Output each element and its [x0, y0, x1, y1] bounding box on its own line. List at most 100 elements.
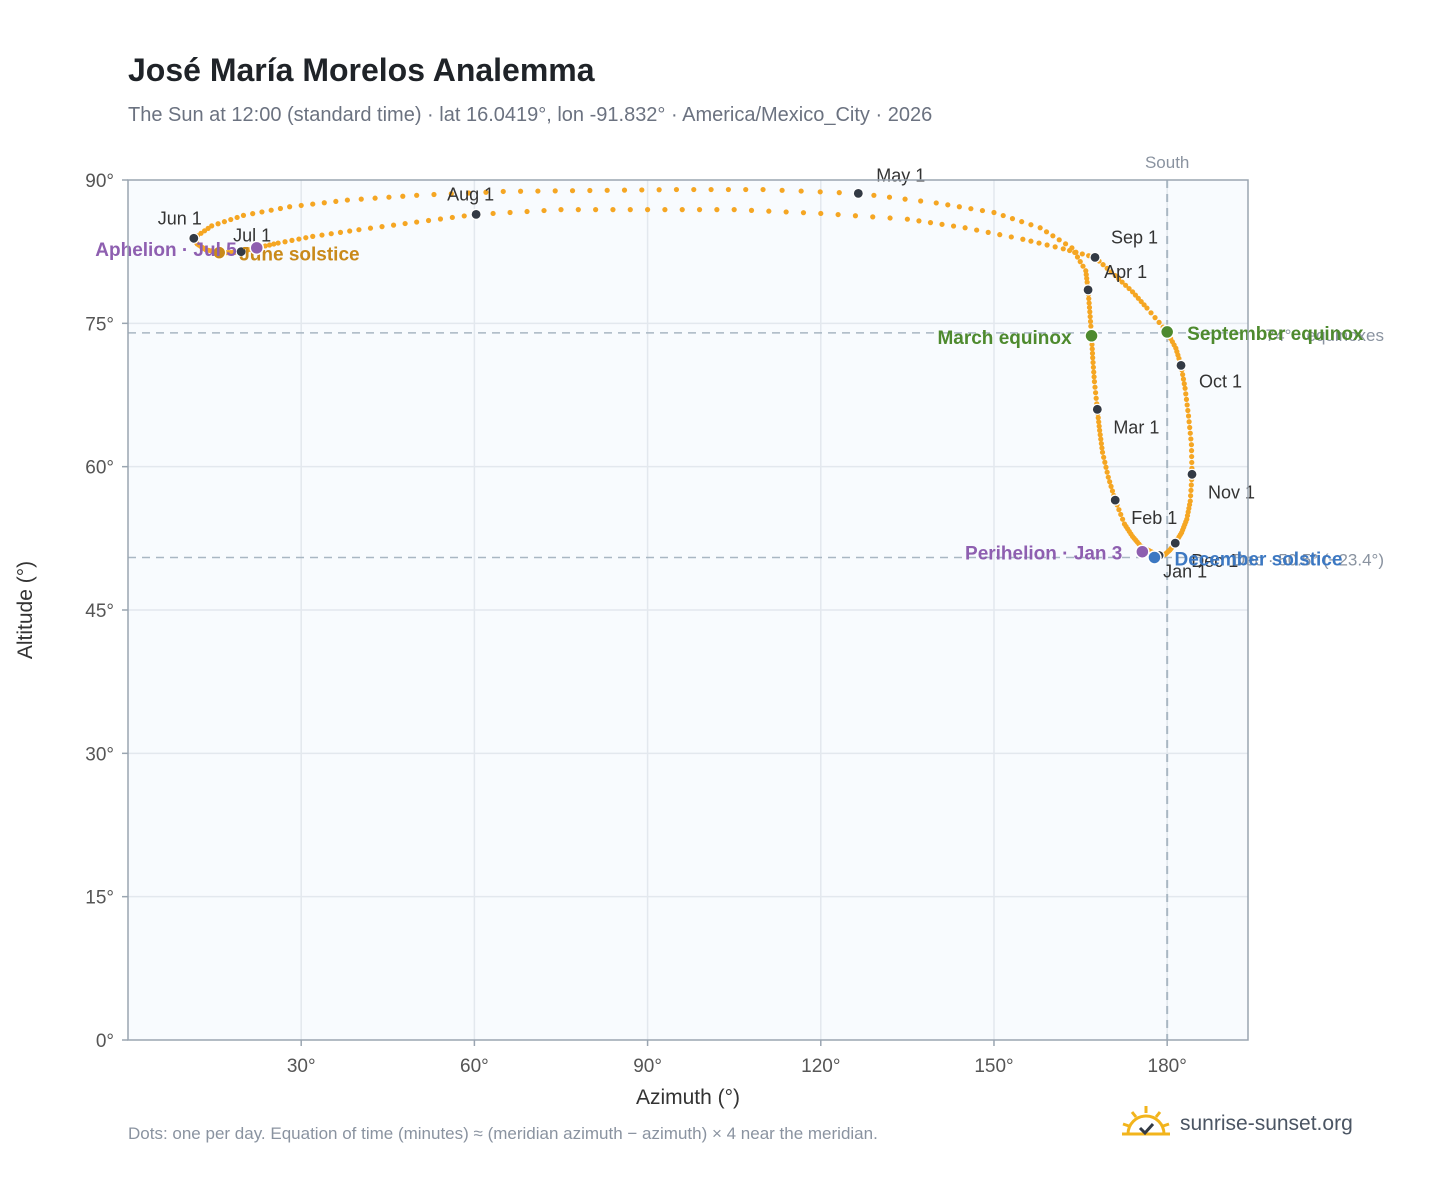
- daily-dot: [673, 186, 680, 193]
- event-marker: [1084, 328, 1099, 344]
- daily-dot: [1092, 384, 1098, 390]
- daily-dot: [1087, 318, 1094, 325]
- daily-dot: [902, 196, 908, 202]
- daily-dot: [1092, 390, 1099, 396]
- daily-dot: [1152, 315, 1158, 321]
- daily-dot: [1100, 262, 1106, 268]
- chart-subtitle: The Sun at 12:00 (standard time) · lat 1…: [128, 104, 933, 126]
- daily-dot: [266, 242, 273, 248]
- month-marker: [1089, 251, 1101, 263]
- month-markers: Jan 1 Feb 1 Mar 1 Apr 1 May 1 Jun 1 Jul 1 Aug 1…: [158, 165, 1255, 581]
- daily-dot: [500, 188, 506, 195]
- event-marker: [1159, 324, 1175, 340]
- daily-dot: [887, 215, 893, 221]
- daily-dot: [852, 213, 859, 219]
- daily-dot: [1089, 346, 1095, 352]
- daily-dot: [918, 198, 924, 204]
- reference-lines: South 74° · equinoxes Dec · 50.5° (−23.4°): [128, 153, 1384, 1040]
- daily-dot: [974, 227, 980, 233]
- equinox-altitude-label: 74° · equinoxes: [1266, 326, 1384, 345]
- daily-dot: [372, 195, 378, 201]
- daily-dot: [1121, 521, 1128, 527]
- daily-dot: [1102, 459, 1108, 465]
- daily-dot: [1108, 269, 1114, 275]
- month-marker: [852, 187, 864, 199]
- daily-dot: [1083, 272, 1089, 278]
- daily-dot: [448, 191, 454, 197]
- daily-dot: [1119, 279, 1125, 285]
- brand-logo[interactable]: sunrise-sunset.org: [1120, 1104, 1353, 1144]
- y-axis-label: Altitude (°): [14, 561, 37, 659]
- daily-dot: [517, 188, 524, 194]
- daily-dot: [1098, 436, 1104, 442]
- daily-dot: [344, 197, 350, 203]
- daily-dot: [1093, 395, 1099, 401]
- daily-dot: [1095, 415, 1101, 421]
- event-markers: March equinox September equinox June solst…: [95, 240, 1364, 571]
- daily-dot: [1104, 265, 1110, 271]
- month-marker: [1082, 284, 1094, 296]
- daily-dot: [1096, 423, 1102, 429]
- brand-text: sunrise-sunset.org: [1180, 1112, 1353, 1135]
- daily-dot: [956, 204, 962, 210]
- x-tick-label: 180°: [1148, 1056, 1187, 1077]
- month-label: Sep 1: [1111, 227, 1158, 247]
- daily-dot: [552, 188, 558, 194]
- daily-dot: [1086, 304, 1093, 311]
- daily-dot: [461, 213, 467, 219]
- daily-dot: [1126, 285, 1132, 292]
- daily-dot: [1056, 237, 1062, 243]
- daily-dot: [1088, 323, 1094, 329]
- month-marker: [1091, 403, 1103, 415]
- daily-dot: [367, 225, 374, 231]
- month-label: Feb 1: [1131, 508, 1177, 528]
- daily-dot: [333, 198, 339, 205]
- daily-dot: [870, 214, 876, 220]
- daily-dot: [1180, 376, 1187, 382]
- daily-dot: [400, 193, 406, 199]
- daily-dot: [1091, 379, 1098, 385]
- y-tick-label: 15°: [85, 888, 114, 909]
- daily-dot: [1084, 279, 1090, 285]
- y-tick-label: 90°: [85, 171, 114, 192]
- daily-dot: [1097, 432, 1103, 438]
- daily-dot: [1187, 424, 1193, 431]
- daily-dot: [691, 186, 697, 193]
- south-label: South: [1145, 153, 1189, 172]
- daily-dot: [1186, 419, 1192, 425]
- daily-dot: [1090, 359, 1096, 366]
- daily-dot: [1091, 369, 1097, 375]
- daily-dot: [886, 194, 893, 200]
- daily-dot: [298, 202, 304, 209]
- daily-dot: [1112, 272, 1118, 279]
- daily-dot: [1096, 419, 1102, 425]
- daily-dot: [296, 236, 302, 242]
- daily-dot: [1043, 229, 1050, 235]
- event-label: June solstice: [239, 245, 359, 266]
- month-marker: [1186, 468, 1198, 480]
- daily-dot: [379, 224, 385, 230]
- daily-dot: [817, 189, 823, 195]
- daily-dot: [541, 207, 547, 214]
- daily-dot: [282, 239, 288, 245]
- daily-dot: [644, 207, 651, 213]
- daily-dot: [1187, 430, 1193, 436]
- daily-dot: [1090, 364, 1096, 370]
- daily-dot: [1036, 240, 1042, 246]
- month-label: Apr 1: [1104, 262, 1147, 282]
- daily-dot: [1089, 341, 1095, 348]
- daily-dot: [1188, 442, 1195, 448]
- daily-dot: [962, 225, 968, 231]
- daily-dot: [1188, 482, 1194, 488]
- daily-dot: [1185, 413, 1192, 419]
- daily-dot: [1099, 445, 1105, 451]
- daily-dot: [259, 209, 265, 215]
- daily-dot: [662, 207, 668, 213]
- daily-dot: [1116, 276, 1122, 282]
- daily-dot: [271, 241, 277, 247]
- daily-dot: [1091, 374, 1097, 380]
- event-label: March equinox: [937, 328, 1072, 349]
- daily-dot: [1188, 493, 1194, 499]
- daily-dot: [1123, 282, 1129, 288]
